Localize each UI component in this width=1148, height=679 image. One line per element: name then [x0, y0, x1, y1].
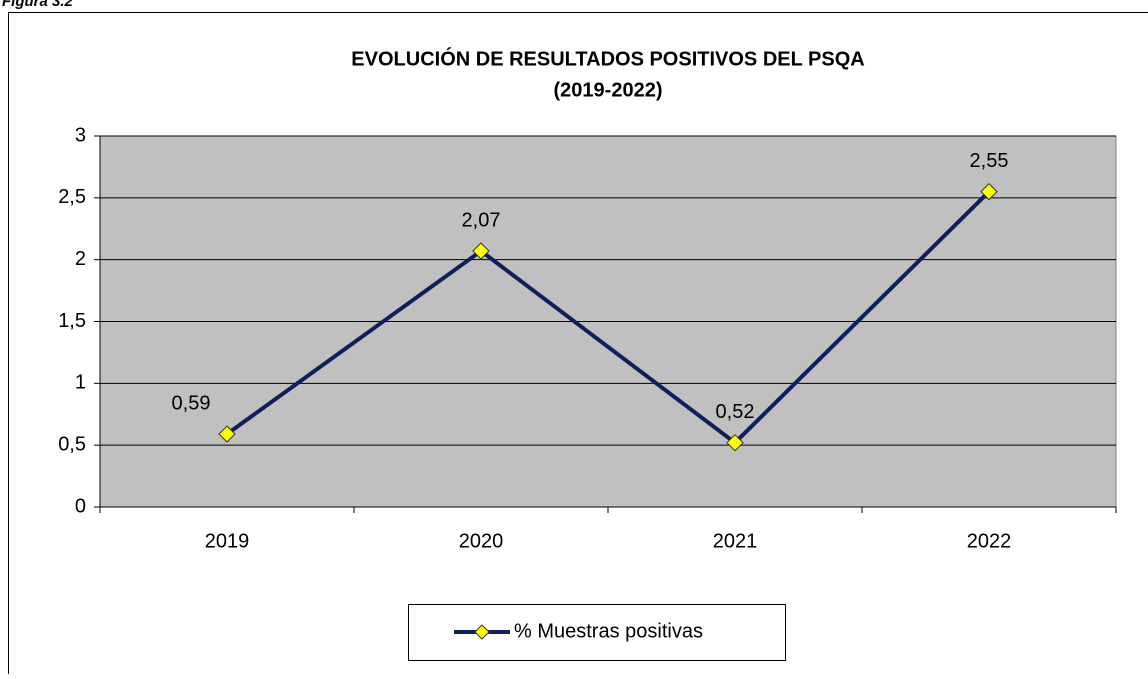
y-tick-label: 3	[75, 124, 86, 146]
chart-title: EVOLUCIÓN DE RESULTADOS POSITIVOS DEL PS…	[351, 46, 864, 70]
x-tick-label: 2021	[713, 530, 758, 552]
chart-subtitle: (2019-2022)	[554, 79, 663, 101]
point-marker	[218, 425, 236, 443]
data-label: 0,59	[172, 392, 211, 414]
data-label: 2,07	[462, 209, 501, 231]
legend-label: % Muestras positivas	[514, 620, 703, 642]
point-marker	[980, 182, 998, 201]
y-tick-label: 0,5	[58, 433, 86, 455]
y-tick-label: 0	[75, 495, 86, 517]
x-tick-label: 2019	[205, 530, 250, 552]
figure-caption: Figura 3.2	[2, 0, 74, 10]
point-marker	[472, 242, 490, 260]
y-tick-label: 2,5	[58, 186, 86, 208]
y-tick-label: 1	[75, 372, 86, 394]
data-label: 2,55	[970, 150, 1009, 172]
point-marker	[726, 433, 744, 452]
legend-marker	[474, 624, 490, 640]
series-line	[225, 190, 991, 446]
y-tick-label: 2	[75, 248, 86, 270]
data-label: 0,52	[716, 401, 755, 423]
y-tick-label: 1,5	[58, 310, 86, 332]
x-tick-label: 2020	[459, 530, 504, 552]
x-tick-label: 2022	[967, 530, 1012, 552]
